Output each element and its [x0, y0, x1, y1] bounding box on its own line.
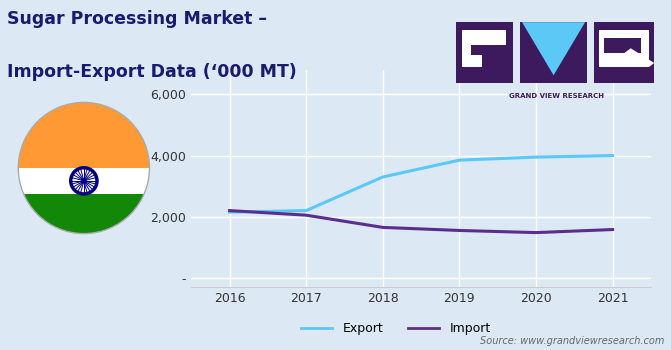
Circle shape [82, 179, 86, 183]
Polygon shape [522, 22, 585, 75]
FancyBboxPatch shape [520, 22, 587, 83]
Polygon shape [462, 30, 506, 67]
Polygon shape [7, 168, 161, 194]
Text: Import-Export Data (‘000 MT): Import-Export Data (‘000 MT) [7, 63, 297, 81]
PathPatch shape [18, 103, 150, 233]
FancyBboxPatch shape [456, 22, 513, 83]
Polygon shape [624, 48, 654, 67]
Legend: Export, Import: Export, Import [296, 317, 496, 340]
Text: Source: www.grandviewresearch.com: Source: www.grandviewresearch.com [480, 336, 664, 346]
Polygon shape [7, 194, 161, 245]
Polygon shape [604, 38, 641, 53]
Polygon shape [482, 55, 506, 67]
Polygon shape [7, 91, 161, 168]
Text: GRAND VIEW RESEARCH: GRAND VIEW RESEARCH [509, 93, 605, 99]
FancyBboxPatch shape [594, 22, 654, 83]
Polygon shape [599, 30, 649, 67]
Text: Sugar Processing Market –: Sugar Processing Market – [7, 10, 266, 28]
